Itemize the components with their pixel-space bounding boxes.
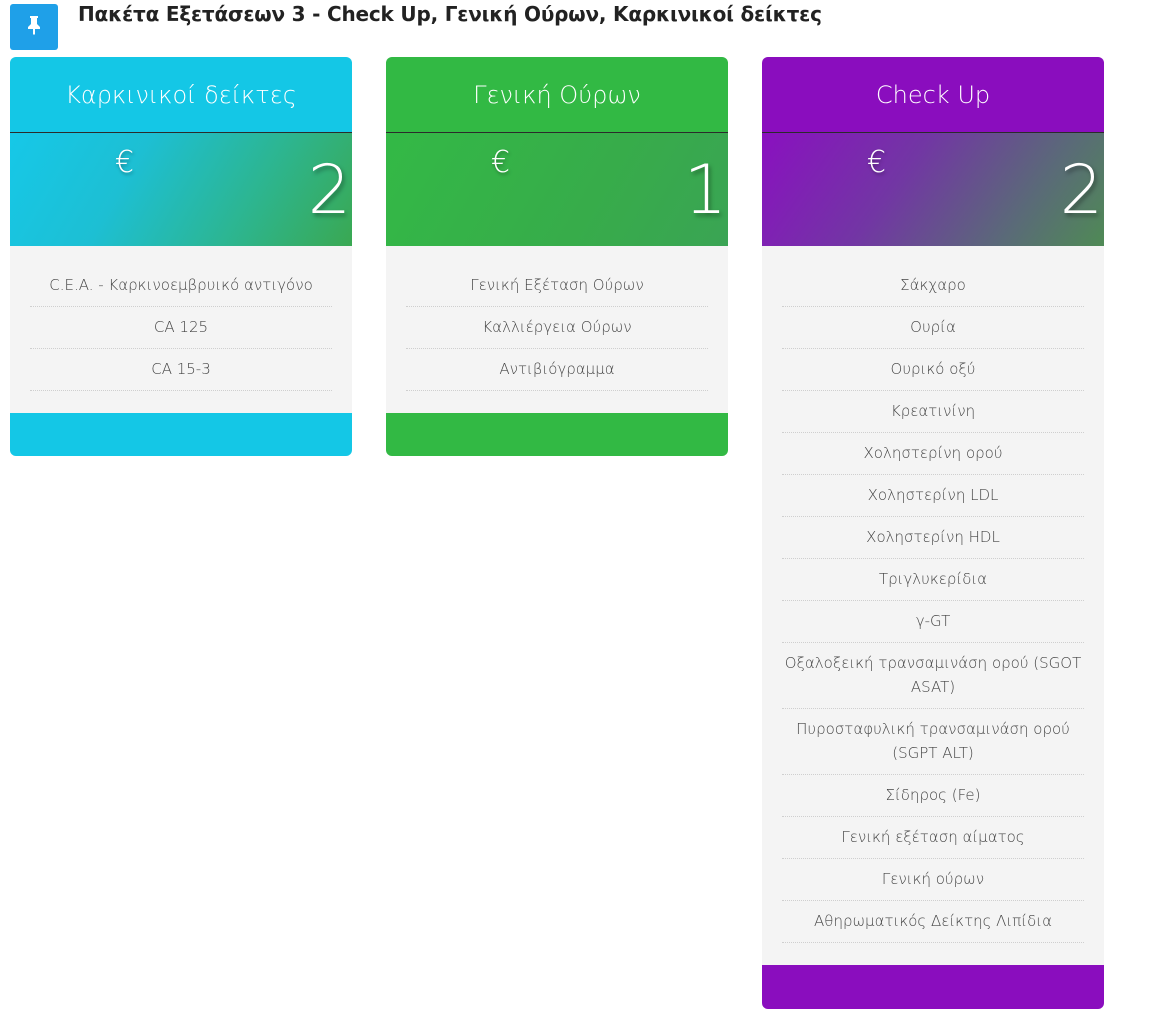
card-footer (386, 413, 728, 456)
list-item: CA 125 (30, 307, 332, 349)
currency-symbol: € (491, 145, 511, 180)
currency-symbol: € (115, 145, 135, 180)
price-area: € 15 (386, 133, 728, 246)
list-item: CA 15-3 (30, 349, 332, 391)
card-footer (762, 965, 1104, 1009)
list-item: Καλλιέργεια Ούρων (406, 307, 708, 349)
list-item: Κρεατινίνη (782, 391, 1084, 433)
card-title: Γενική Ούρων (386, 57, 728, 133)
list-item: C.E.A. - Καρκινοεμβρυικό αντιγόνο (30, 265, 332, 307)
pin-icon (26, 15, 42, 39)
list-item: Ουρικό οξύ (782, 349, 1084, 391)
list-item: Σάκχαρο (782, 265, 1084, 307)
list-item: γ-GT (782, 601, 1084, 643)
card-title: Check Up (762, 57, 1104, 133)
page-title: Πακέτα Εξετάσεων 3 - Check Up, Γενική Ού… (78, 2, 822, 26)
test-list: C.E.A. - Καρκινοεμβρυικό αντιγόνο CA 125… (10, 246, 352, 413)
price-amount: 15 (683, 151, 728, 230)
list-item: Γενική ούρων (782, 859, 1084, 901)
package-card-check-up: Check Up € 20 Σάκχαρο Ουρία Ουρικό οξύ Κ… (762, 57, 1104, 1009)
list-item: Ουρία (782, 307, 1084, 349)
card-title: Καρκινικοί δείκτες (10, 57, 352, 133)
list-item: Αντιβιόγραμμα (406, 349, 708, 391)
list-item: Γενική Εξέταση Ούρων (406, 265, 708, 307)
currency-symbol: € (867, 145, 887, 180)
list-item: Σίδηρος (Fe) (782, 775, 1084, 817)
price-area: € 20 (762, 133, 1104, 246)
list-item: Οξαλοξεική τρανσαμινάση ορού (SGOT ASAT) (782, 643, 1084, 709)
price-amount: 25 (307, 151, 352, 230)
test-list: Γενική Εξέταση Ούρων Καλλιέργεια Ούρων Α… (386, 246, 728, 413)
price-amount: 20 (1059, 151, 1104, 230)
package-card-cancer-markers: Καρκινικοί δείκτες € 25 C.E.A. - Καρκινο… (10, 57, 352, 456)
price-area: € 25 (10, 133, 352, 246)
package-card-urine: Γενική Ούρων € 15 Γενική Εξέταση Ούρων Κ… (386, 57, 728, 456)
list-item: Χοληστερίνη ορού (782, 433, 1084, 475)
list-item: Χοληστερίνη HDL (782, 517, 1084, 559)
pin-button[interactable] (10, 4, 58, 50)
list-item: Γενική εξέταση αίματος (782, 817, 1084, 859)
card-footer (10, 413, 352, 456)
list-item: Αθηρωματικός Δείκτης Λιπίδια (782, 901, 1084, 943)
list-item: Χοληστερίνη LDL (782, 475, 1084, 517)
list-item: Τριγλυκερίδια (782, 559, 1084, 601)
test-list: Σάκχαρο Ουρία Ουρικό οξύ Κρεατινίνη Χολη… (762, 246, 1104, 965)
list-item: Πυροσταφυλική τρανσαμινάση ορού (SGPT AL… (782, 709, 1084, 775)
